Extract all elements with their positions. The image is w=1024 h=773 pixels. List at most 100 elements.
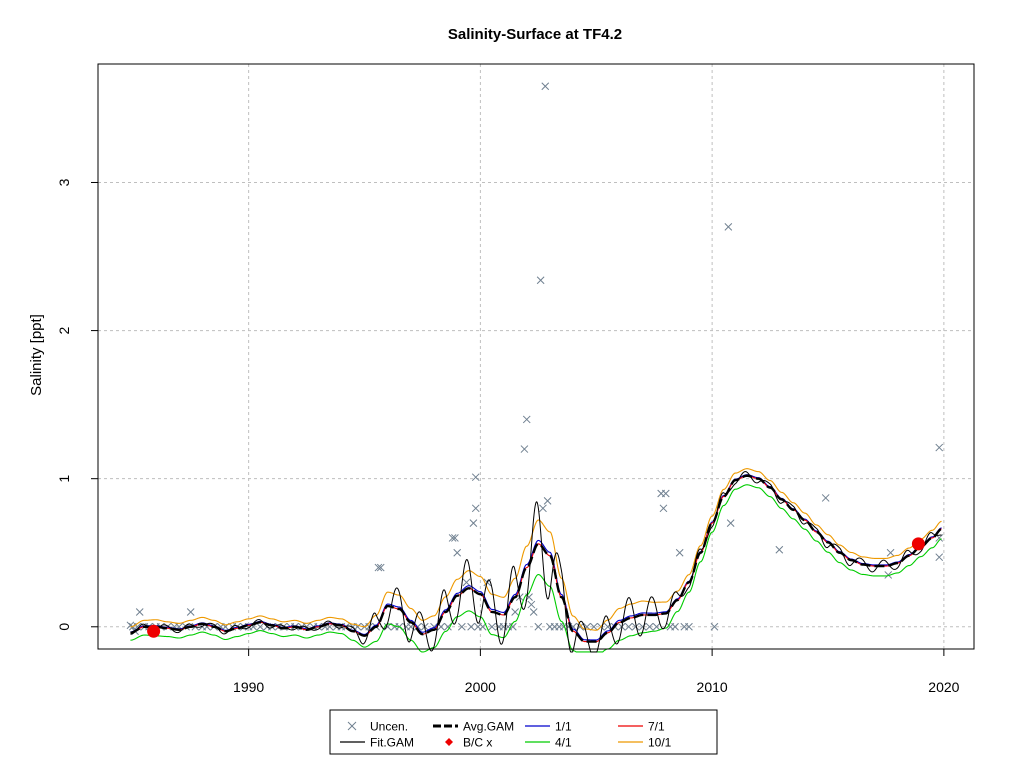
axes: 1990 2000 2010 2020 0 1 2 3 [56, 178, 960, 695]
data-point-stroke [256, 622, 265, 631]
data-point [541, 82, 550, 91]
data-point-stroke [661, 489, 670, 498]
legend-item: Fit.GAM [340, 736, 414, 750]
data-point-stroke [471, 473, 480, 482]
data-point [645, 622, 654, 631]
data-point [675, 548, 684, 557]
data-point [661, 489, 670, 498]
data-point-stroke [413, 622, 422, 631]
data-point [186, 608, 195, 616]
data-point-stroke [534, 622, 543, 631]
x-tick-label: 2000 [465, 679, 496, 695]
fit-gam-line [130, 471, 942, 653]
data-point [631, 622, 640, 631]
data-point [126, 621, 135, 630]
data-point-stroke [543, 497, 552, 505]
data-point [724, 223, 733, 231]
data-point [710, 622, 719, 631]
data-point-stroke [186, 608, 195, 616]
data-point [886, 548, 895, 557]
legend-label: Uncen. [370, 720, 408, 734]
data-point-stroke [365, 622, 373, 631]
legend-label: Fit.GAM [370, 736, 414, 750]
data-point [522, 415, 531, 424]
legend-item: 7/1 [618, 720, 665, 734]
legend-x-icon [347, 721, 357, 731]
avg-gam-line [130, 474, 942, 643]
data-point-stroke [652, 622, 661, 631]
data-point [935, 443, 944, 452]
data-point-stroke [675, 548, 684, 557]
data-point-stroke [462, 578, 471, 587]
data-point [534, 622, 543, 631]
legend-label: Avg.GAM [463, 720, 514, 734]
data-point-stroke [374, 563, 383, 572]
legend-box [329, 709, 718, 755]
chart-title: Salinity-Surface at TF4.2 [448, 26, 622, 43]
x-tick-label: 1990 [233, 679, 264, 695]
data-point-stroke [444, 622, 452, 631]
data-point [469, 519, 478, 527]
data-point [256, 622, 265, 631]
data-point-stroke [527, 600, 536, 609]
legend: Uncen. Avg.GAM 1/1 7/1 Fit.GAM B/C x 4/1 10/1 [329, 709, 718, 755]
data-point-stroke [471, 504, 480, 513]
legend-label: 7/1 [648, 720, 665, 734]
y-tick-label: 2 [56, 326, 72, 334]
data-point-stroke [671, 622, 679, 631]
data-point-stroke [590, 622, 598, 631]
y-tick-label: 1 [56, 475, 72, 483]
legend-item: 10/1 [618, 736, 672, 750]
legend-diamond-icon [445, 738, 453, 746]
data-point [376, 563, 385, 572]
seasonal-7-1-line [130, 475, 942, 643]
data-point-stroke [529, 608, 538, 616]
data-point-stroke [624, 622, 633, 631]
data-point-stroke [638, 622, 647, 631]
seasonal-1-1-line [130, 474, 942, 641]
data-point [527, 600, 536, 609]
data-point [529, 608, 538, 616]
data-point-stroke [508, 622, 517, 631]
y-tick-label: 3 [56, 178, 72, 186]
x-tick-label: 2010 [697, 679, 728, 695]
data-point-stroke [133, 622, 142, 631]
data-point [448, 534, 457, 542]
data-point-stroke [451, 534, 459, 542]
data-point [467, 622, 475, 631]
data-point-stroke [467, 622, 475, 631]
legend-item: Uncen. [347, 720, 408, 734]
data-point-stroke [453, 548, 462, 557]
gam-lines [130, 468, 942, 653]
data-point-stroke [935, 534, 944, 542]
y-tick-label: 0 [56, 623, 72, 631]
data-point [453, 548, 462, 557]
data-point [451, 534, 459, 542]
data-point-stroke [659, 504, 668, 513]
data-point [726, 519, 735, 527]
data-point-stroke [775, 545, 784, 554]
data-point [659, 504, 668, 513]
legend-item: Avg.GAM [433, 720, 514, 734]
data-point [511, 608, 519, 616]
seasonal-10-1-line [130, 468, 942, 631]
data-point-stroke [710, 622, 719, 631]
bc-marker [911, 537, 925, 551]
data-point [444, 622, 452, 631]
data-point-stroke [511, 608, 519, 616]
data-point [590, 622, 598, 631]
data-point-stroke [935, 443, 944, 452]
data-point [457, 622, 466, 631]
data-point-stroke [886, 548, 895, 557]
legend-label: 10/1 [648, 736, 672, 750]
plot-frame [97, 63, 975, 650]
data-point-stroke [884, 571, 893, 579]
legend-label: B/C x [463, 736, 492, 750]
data-point [821, 494, 830, 502]
data-point-stroke [376, 563, 385, 572]
data-point [508, 622, 517, 631]
data-point-stroke [541, 82, 550, 91]
data-point-stroke [726, 519, 735, 527]
data-point [374, 563, 383, 572]
